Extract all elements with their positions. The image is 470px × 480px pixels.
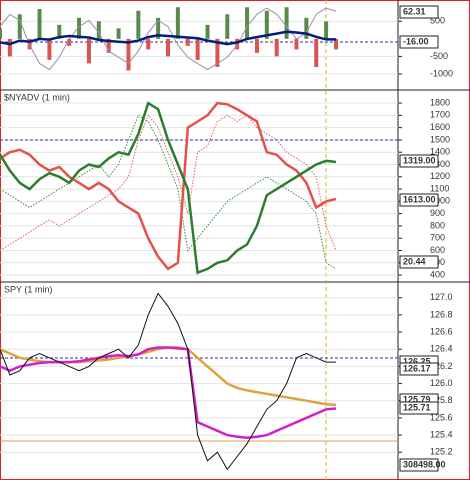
y-tick-label: 700 bbox=[430, 233, 445, 243]
bar bbox=[225, 14, 230, 39]
bar bbox=[166, 38, 170, 57]
y-tick-label: 1300 bbox=[430, 159, 450, 169]
bar bbox=[17, 14, 22, 39]
bar bbox=[57, 24, 62, 39]
price-label: 1613.00 bbox=[403, 194, 436, 204]
panel-title: SPY (1 min) bbox=[4, 284, 52, 294]
bar bbox=[37, 9, 42, 39]
price-label: 308498.00 bbox=[403, 459, 446, 469]
bar bbox=[106, 38, 111, 53]
y-tick-label: 900 bbox=[430, 208, 445, 218]
bar bbox=[294, 38, 299, 50]
series-line bbox=[0, 101, 337, 275]
bar bbox=[146, 38, 151, 50]
panel-title: $NYADV (1 min) bbox=[4, 92, 70, 102]
series-line bbox=[0, 292, 336, 471]
y-tick-label: 1800 bbox=[430, 97, 450, 107]
bar bbox=[195, 38, 200, 60]
y-tick-label: 126.2 bbox=[430, 361, 453, 371]
bar bbox=[334, 38, 338, 50]
bar bbox=[304, 17, 309, 39]
price-label: 126.17 bbox=[403, 363, 431, 373]
y-tick-label: 1700 bbox=[430, 110, 450, 120]
price-label: 62.31 bbox=[403, 6, 426, 16]
bar bbox=[86, 38, 91, 64]
price-label: -16.00 bbox=[403, 36, 429, 46]
y-tick-label: 126.0 bbox=[430, 378, 453, 388]
y-tick-label: 127.0 bbox=[430, 292, 453, 302]
bar bbox=[126, 38, 131, 71]
price-label: 125.71 bbox=[403, 402, 431, 412]
price-label-box bbox=[399, 458, 439, 472]
series-line bbox=[0, 346, 337, 439]
price-label-box bbox=[399, 401, 439, 415]
y-tick-label: 125.6 bbox=[430, 412, 453, 422]
y-tick-label: 126.8 bbox=[430, 309, 453, 319]
y-tick-label: 1100 bbox=[430, 183, 449, 193]
y-tick-label: 126.6 bbox=[430, 326, 453, 336]
bar bbox=[175, 7, 180, 39]
y-tick-label: 125.2 bbox=[430, 447, 453, 457]
y-tick-label: 1200 bbox=[430, 171, 450, 181]
bar bbox=[264, 10, 269, 39]
price-label-box bbox=[399, 193, 439, 207]
price-label-box bbox=[399, 5, 439, 19]
bar bbox=[215, 38, 220, 67]
bar bbox=[77, 17, 82, 39]
y-tick-label: 126.4 bbox=[430, 344, 453, 354]
bar bbox=[7, 38, 12, 57]
bar bbox=[96, 21, 101, 39]
bar bbox=[136, 10, 141, 39]
y-tick-label: 1400 bbox=[430, 147, 450, 157]
bar bbox=[156, 17, 161, 39]
y-tick-label: 600 bbox=[430, 245, 445, 255]
series-line bbox=[0, 101, 337, 271]
bar bbox=[0, 28, 2, 39]
y-tick-label: 125.8 bbox=[430, 395, 453, 405]
bar bbox=[324, 21, 329, 39]
series-line bbox=[0, 30, 336, 46]
y-tick-label: 500 bbox=[430, 16, 445, 26]
price-label-box bbox=[399, 255, 439, 269]
price-label: 20.44 bbox=[403, 256, 426, 266]
y-tick-label: -1000 bbox=[430, 68, 453, 78]
y-tick-label: 1500 bbox=[430, 134, 450, 144]
bar bbox=[47, 38, 52, 60]
bar bbox=[185, 38, 190, 46]
price-label-box bbox=[399, 35, 439, 49]
y-tick-label: -500 bbox=[430, 51, 448, 61]
bar bbox=[284, 7, 289, 39]
bar bbox=[245, 7, 250, 39]
price-label-box bbox=[399, 362, 439, 376]
y-tick-label: 400 bbox=[430, 269, 445, 279]
bar bbox=[205, 24, 210, 39]
y-tick-label: 1000 bbox=[430, 196, 450, 206]
price-label-box bbox=[399, 154, 439, 168]
bar bbox=[116, 28, 121, 39]
y-tick-label: 800 bbox=[430, 220, 445, 230]
bar bbox=[274, 38, 279, 57]
price-label: 126.25 bbox=[403, 356, 431, 366]
bar bbox=[314, 38, 319, 67]
bar bbox=[67, 38, 72, 46]
series-line bbox=[0, 114, 337, 251]
bar bbox=[254, 38, 259, 53]
price-label: 1319.00 bbox=[403, 155, 436, 165]
series-line bbox=[0, 7, 337, 71]
y-tick-label: 1600 bbox=[430, 122, 450, 132]
price-label: 125.79 bbox=[403, 394, 431, 404]
y-tick-label: 125.4 bbox=[430, 429, 453, 439]
